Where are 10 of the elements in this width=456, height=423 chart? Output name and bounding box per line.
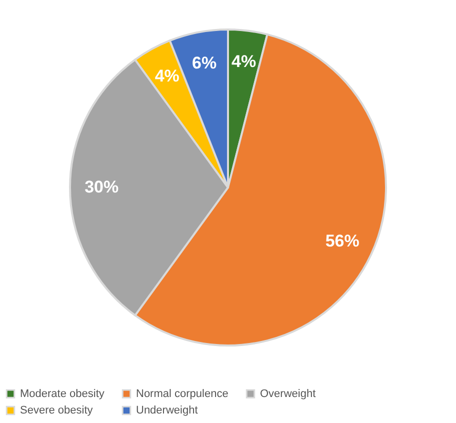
data-label: 30% [84,178,119,196]
data-label: 4% [232,52,256,72]
legend-label: Overweight [260,388,316,400]
legend-label: Moderate obesity [20,388,105,400]
legend-label: Severe obesity [20,404,94,416]
legend-label: Normal corpulence [136,388,228,400]
data-label: 4% [154,66,180,86]
data-label: 56% [325,231,360,250]
legend-label: Underweight [136,404,198,416]
data-label: 6% [192,53,217,72]
